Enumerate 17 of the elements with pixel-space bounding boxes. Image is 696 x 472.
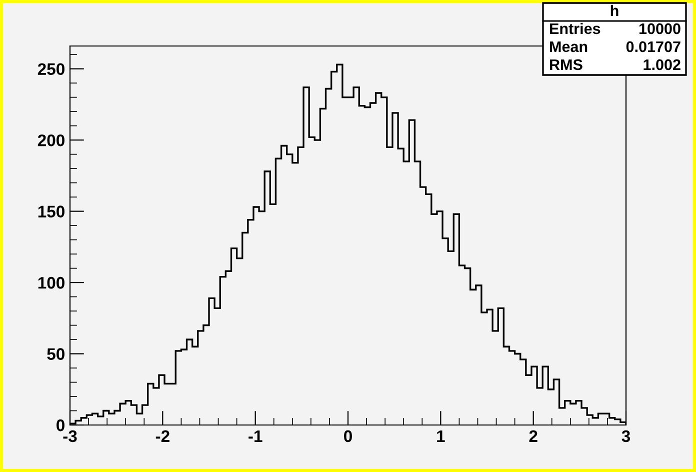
y-tick-label: 250	[38, 63, 64, 75]
text: h	[610, 4, 618, 16]
y-tick-label: 100	[38, 276, 64, 289]
x-tick-label: 2	[529, 430, 538, 442]
text: Mean 0.01707	[550, 41, 680, 52]
x-tick-label: 3	[622, 430, 630, 442]
text: Entries 10000	[550, 22, 680, 34]
x-tick-label: 0	[344, 430, 352, 442]
x-tick-label: -1	[248, 430, 262, 442]
y-tick-label: 50	[47, 348, 64, 360]
x-tick-label: -2	[156, 430, 170, 442]
text: RMS 1.002	[550, 59, 680, 70]
y-tick-label: 200	[38, 134, 64, 146]
y-tick-label: 150	[38, 206, 64, 218]
x-tick-label: -3	[63, 430, 77, 442]
y-tick-label: 0	[56, 419, 64, 432]
x-tick-label: 1	[437, 430, 445, 442]
